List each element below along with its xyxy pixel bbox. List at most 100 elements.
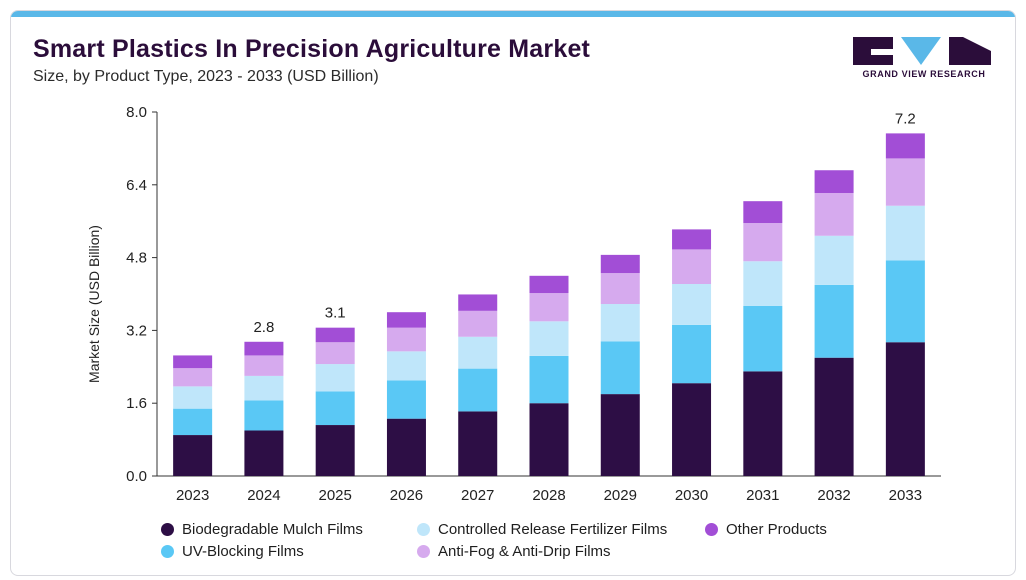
y-tick-label: 1.6 — [126, 395, 147, 412]
bar-segment — [814, 192, 854, 236]
bar-segment — [458, 336, 498, 369]
legend-label: Anti-Fog & Anti-Drip Films — [438, 542, 611, 560]
bar-segment — [458, 368, 498, 412]
grand-view-research-logo: GRAND VIEW RESEARCH — [853, 37, 995, 89]
legend-swatch-icon — [161, 544, 174, 558]
total-value-label: 7.2 — [895, 110, 916, 127]
bar-segment — [885, 260, 925, 343]
bar-segment — [173, 386, 213, 409]
x-tick-label: 2033 — [889, 487, 922, 504]
x-tick-label: 2027 — [461, 487, 494, 504]
logo-text: GRAND VIEW RESEARCH — [862, 69, 986, 79]
bar-segment — [458, 411, 498, 476]
x-tick-label: 2032 — [817, 487, 850, 504]
bar-segment — [672, 229, 712, 250]
bar-segment — [814, 284, 854, 358]
legend-label: Controlled Release Fertilizer Films — [438, 520, 668, 538]
bar-segment — [529, 403, 569, 476]
bar-segment — [173, 355, 213, 369]
bar-segment — [600, 273, 640, 305]
legend-row: UV-Blocking Films Anti-Fog & Anti-Drip Fi… — [161, 540, 921, 562]
bar-segment — [529, 293, 569, 322]
legend-label: Other Products — [726, 520, 827, 538]
bar-segment — [315, 327, 355, 343]
y-tick-label: 3.2 — [126, 322, 147, 339]
x-tick-label: 2025 — [318, 487, 351, 504]
legend-label: Biodegradable Mulch Films — [182, 520, 363, 538]
x-tick-label: 2028 — [532, 487, 565, 504]
bar-segment — [529, 355, 569, 404]
y-axis-label: Market Size (USD Billion) — [86, 225, 102, 383]
bar-segment — [386, 380, 426, 419]
bar-segment — [458, 294, 498, 311]
legend-item: Other Products — [705, 521, 905, 538]
legend-item: Anti-Fog & Anti-Drip Films — [417, 543, 705, 560]
bar-segment — [315, 364, 355, 392]
x-tick-label: 2031 — [746, 487, 779, 504]
bar-segment — [458, 310, 498, 337]
x-tick-label: 2030 — [675, 487, 708, 504]
bar-segment — [672, 383, 712, 476]
bar-segment — [814, 170, 854, 193]
chart-subtitle: Size, by Product Type, 2023 - 2033 (USD … — [33, 68, 379, 85]
legend-swatch-icon — [705, 522, 718, 536]
x-tick-label: 2023 — [176, 487, 209, 504]
bar-segment — [672, 249, 712, 284]
bar-segment — [386, 351, 426, 381]
bar-segment — [885, 205, 925, 261]
bar-segment — [386, 418, 426, 476]
bar-segment — [244, 355, 284, 376]
total-value-label: 3.1 — [325, 305, 346, 322]
bar-segment — [529, 275, 569, 294]
accent-bar — [11, 11, 1015, 17]
y-tick-label: 8.0 — [126, 104, 147, 121]
bar-segment — [315, 391, 355, 426]
legend-swatch-icon — [161, 522, 174, 536]
x-tick-label: 2026 — [390, 487, 423, 504]
bar-segment — [529, 321, 569, 356]
bar-segment — [244, 430, 284, 476]
bar-segment — [885, 133, 925, 159]
bar-segment — [672, 283, 712, 325]
bar-segment — [814, 357, 854, 476]
bar-segment — [315, 342, 355, 365]
y-tick-label: 4.8 — [126, 250, 147, 267]
y-tick-label: 0.0 — [126, 468, 147, 485]
bar-segment — [743, 261, 783, 306]
bar-segment — [173, 408, 213, 436]
y-tick-label: 6.4 — [126, 177, 147, 194]
bar-segment — [743, 305, 783, 372]
bar-segment — [386, 312, 426, 328]
legend-item: Controlled Release Fertilizer Films — [417, 521, 705, 538]
bar-segment — [386, 327, 426, 352]
bar-segment — [885, 342, 925, 476]
bar-segment — [315, 425, 355, 476]
bar-segment — [173, 368, 213, 387]
bar-segment — [244, 375, 284, 401]
legend-swatch-icon — [417, 544, 430, 558]
legend-item: UV-Blocking Films — [161, 543, 417, 560]
legend-item: Biodegradable Mulch Films — [161, 521, 417, 538]
bar-segment — [244, 341, 284, 356]
bar-segment — [600, 254, 640, 274]
bar-segment — [743, 201, 783, 224]
legend-row: Biodegradable Mulch Films Controlled Rele… — [161, 518, 921, 540]
bar-segment — [244, 400, 284, 431]
bar-segment — [885, 158, 925, 206]
logo-mark-icon — [853, 37, 991, 65]
stacked-bar-chart: 0.0 1.6 3.2 4.8 6.4 8.0 Market Size (USD Billi… — [86, 104, 941, 504]
chart-legend: Biodegradable Mulch Films Controlled Rele… — [161, 518, 921, 562]
bar-segment — [814, 235, 854, 285]
x-tick-label: 2029 — [604, 487, 637, 504]
bar-segment — [600, 304, 640, 342]
bar-segment — [743, 223, 783, 262]
bar-segment — [672, 324, 712, 384]
total-value-label: 2.8 — [253, 319, 274, 336]
x-tick-label: 2024 — [247, 487, 280, 504]
bar-segment — [743, 371, 783, 476]
legend-swatch-icon — [417, 522, 430, 536]
legend-label: UV-Blocking Films — [182, 542, 304, 560]
bar-segment — [600, 341, 640, 395]
chart-title: Smart Plastics In Precision Agriculture … — [33, 35, 591, 63]
bar-segment — [600, 394, 640, 476]
